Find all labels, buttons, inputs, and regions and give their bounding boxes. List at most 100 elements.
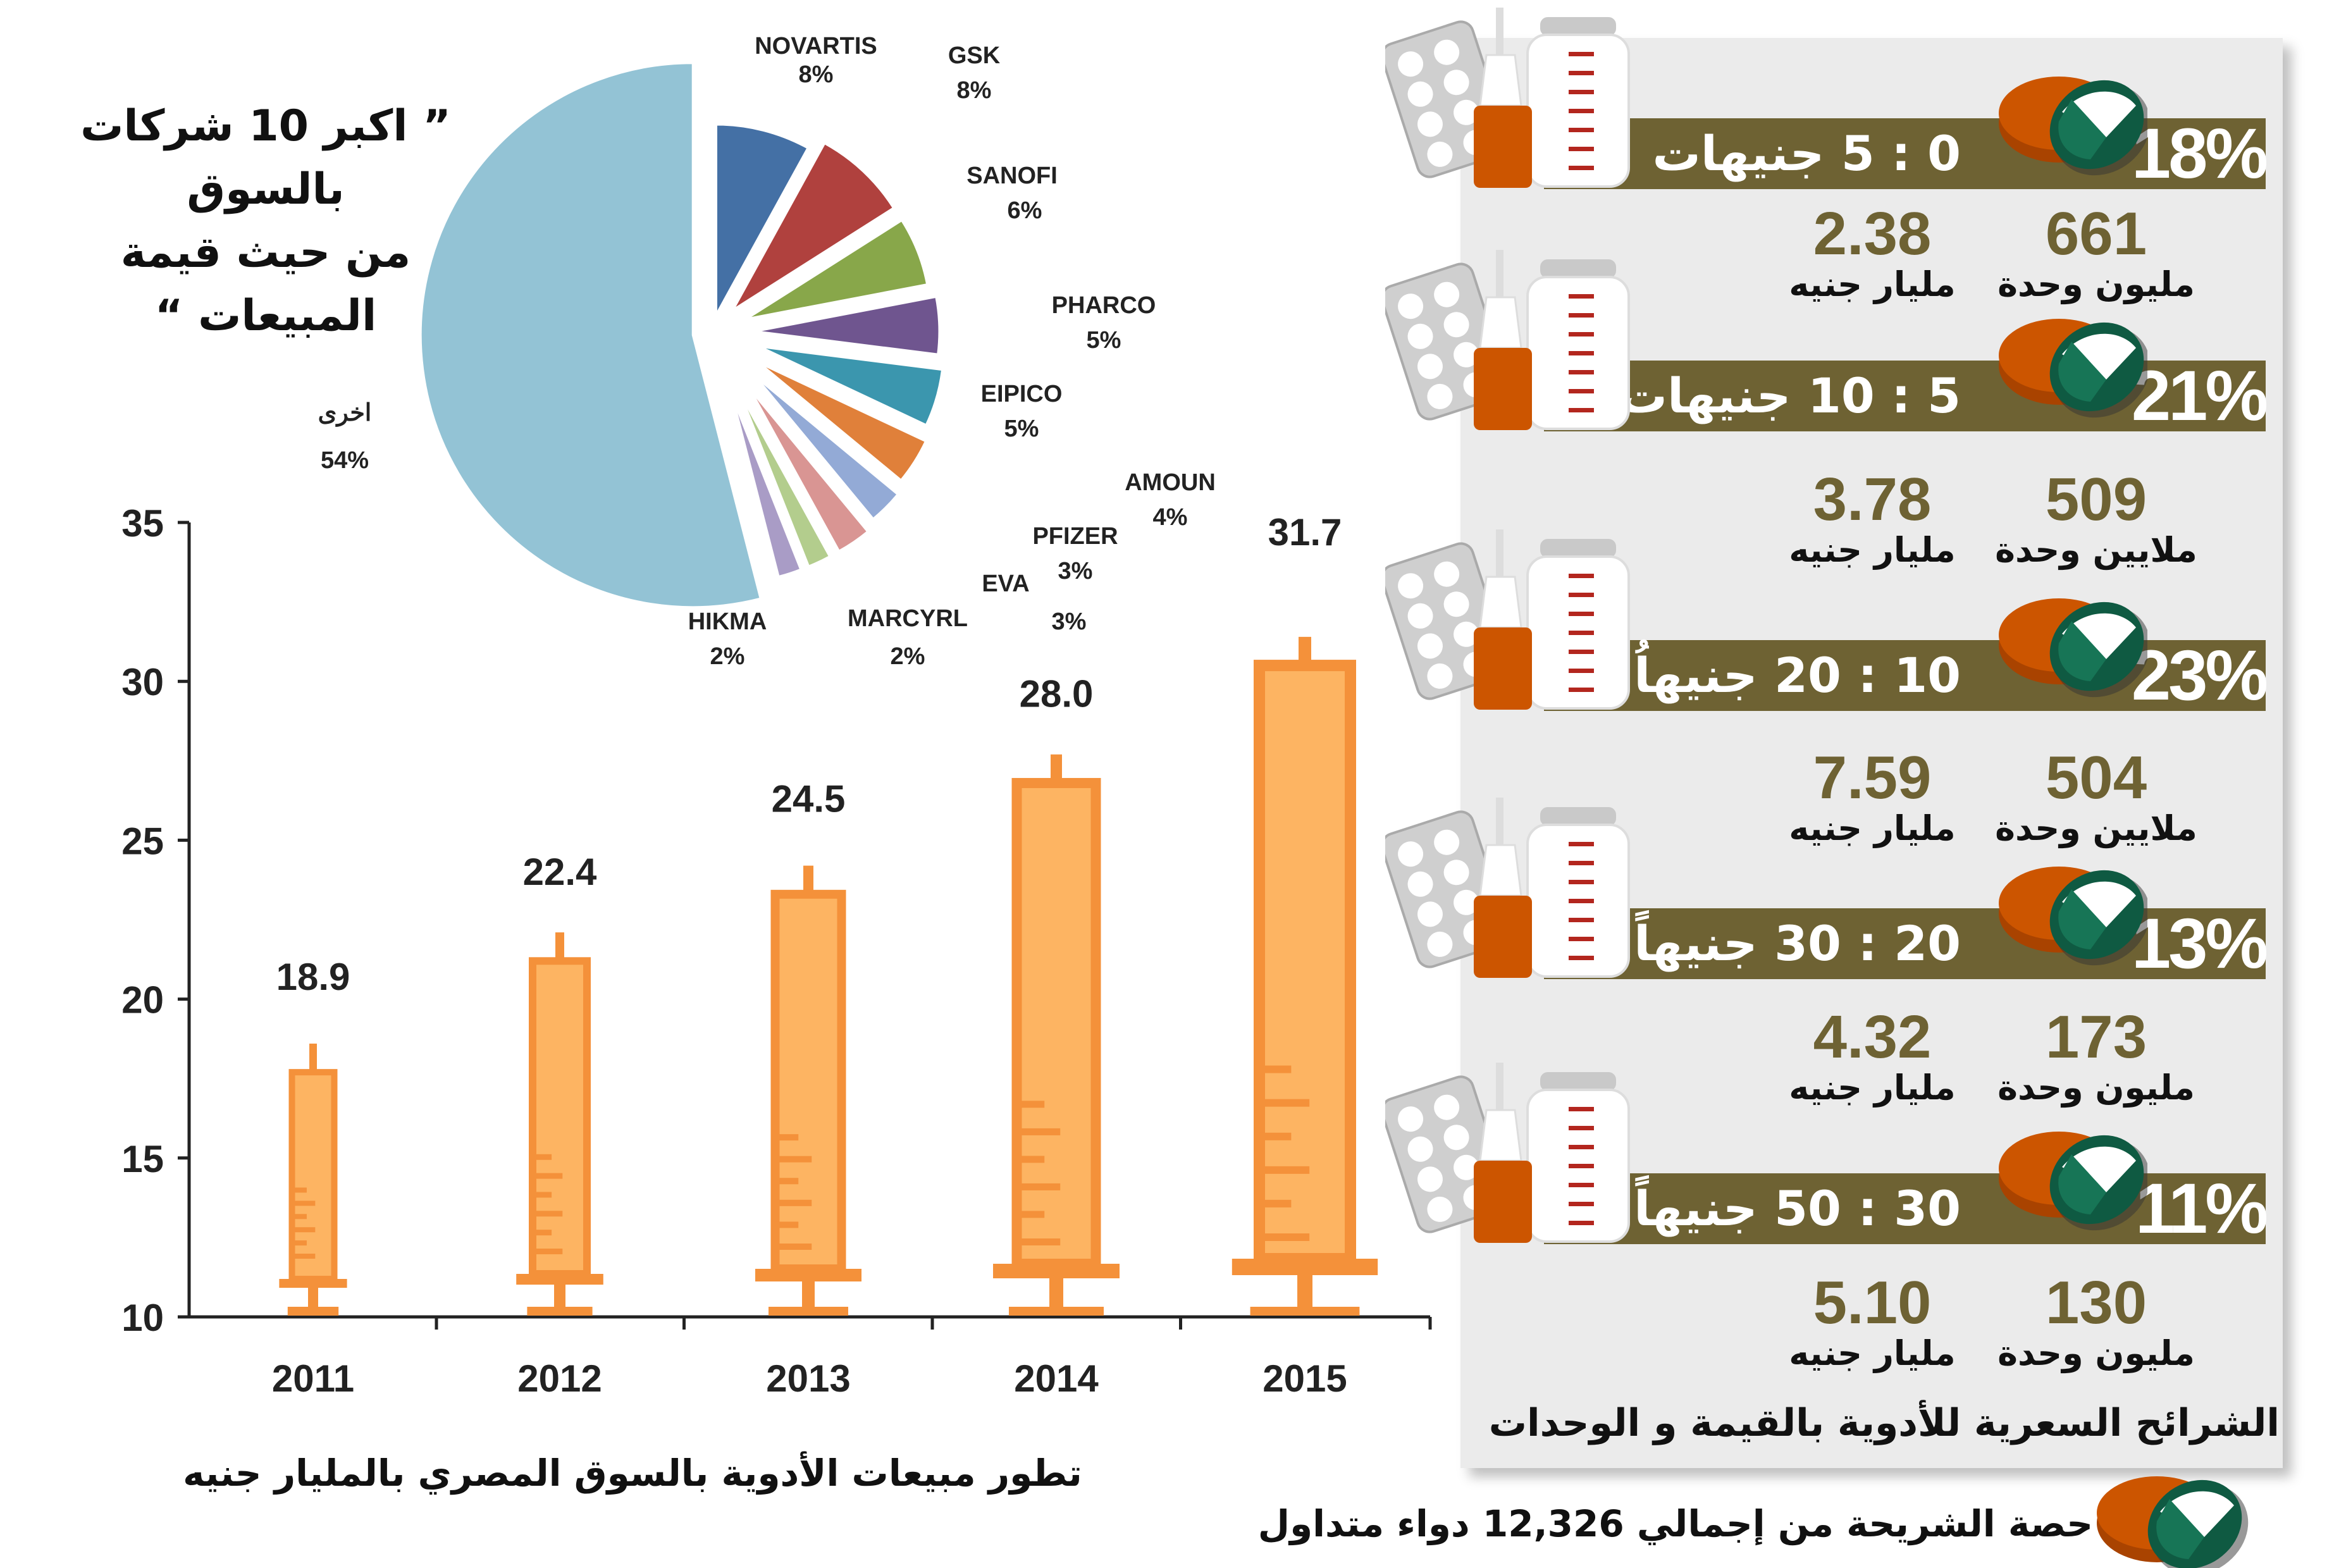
syringe-gradation [1016,1211,1045,1218]
bar-value-label: 18.9 [276,956,350,998]
segment-price-range: 0 : 5 جنيهات [1652,125,1961,182]
pill-legend-icon [2097,1476,2249,1568]
syringe-needle [1299,636,1311,666]
syringe-needle [803,865,813,894]
bar-value-label: 28.0 [1020,673,1094,715]
syringe-gradation [292,1214,307,1219]
syringe-base [287,1307,339,1316]
syringe-plunger [554,1285,565,1309]
segment-units: 661 [2045,200,2147,268]
segment-value: 5.10 [1813,1269,1932,1337]
syringe-gradation [775,1244,812,1250]
pie-pct-label: 54% [321,447,369,474]
syringe-gradation [1259,1065,1292,1073]
syringe-barrel [770,889,846,1273]
x-tick-label: 2013 [766,1357,850,1400]
x-tick-label: 2015 [1263,1357,1347,1400]
syringe-gradation [1016,1128,1061,1135]
spray-nozzle [1479,54,1522,107]
pie-slice-اخرى [419,62,762,608]
bar-value-label: 22.4 [523,851,597,893]
syringe-flange [516,1274,603,1285]
syringe-plunger [1297,1275,1312,1309]
pie-slice-HIKMA [732,398,802,578]
segment-value: 2.38 [1813,200,1932,268]
segments-caption: الشرائح السعرية للأدوية بالقيمة و الوحدا… [1488,1401,2280,1445]
syringe-needle [309,1043,317,1073]
syringe-gradation [775,1134,799,1141]
segment-units-unit: ملايين وحدة [1995,808,2197,848]
segment-value-unit: مليار جنيه [1789,530,1956,570]
segment-share: 21% [2131,356,2268,435]
segment-value: 4.32 [1813,1003,1932,1071]
y-tick-label: 20 [121,979,164,1022]
bar-syringe-2015: 31.7 2015 [1232,511,1378,1400]
pie-pct-label: 8% [799,61,834,88]
syringe-gradation [292,1254,316,1259]
segment-band: 11% 30 : 50 جنيهاً [1544,1173,2268,1244]
spray-nozzle [1479,576,1522,629]
pie-pct-label: 3% [1058,558,1093,584]
pie-slice-EVA [750,390,869,553]
segment-share: 18% [2131,114,2268,193]
syringe-gradation [1259,1099,1310,1107]
syringe-flange [1232,1259,1378,1275]
pie-title-line: ” اكبر 10 شركات [80,101,451,151]
syringe-base [1250,1307,1360,1316]
pie-title: ” اكبر 10 شركات بالسوق من حيث قيمة المبي… [76,95,455,348]
jar-lid [1540,539,1616,558]
bar-value-label: 31.7 [1268,511,1342,553]
pie-pct-label: 4% [1153,504,1188,531]
pie-label: EIPICO [981,381,1063,407]
bar-syringe-2012: 22.4 2012 [516,851,603,1400]
jar-lid [1540,259,1616,278]
syringe-gradation [1016,1101,1045,1108]
syringe-gradation [775,1221,799,1228]
segment-price-range: 30 : 50 جنيهاً [1634,1180,1961,1237]
pie-label: GSK [948,42,1001,69]
y-tick-label: 25 [121,820,164,862]
pill-icon [1999,867,2147,966]
syringe-gradation [1259,1233,1310,1241]
syringe-gradation [1016,1183,1061,1190]
segment-band: 18% 0 : 5 جنيهات [1544,114,2268,193]
syringe-gradation [292,1240,307,1246]
pie-title-line: المبيعات “ [154,291,377,341]
medicine-icon [1385,529,1630,710]
pie-slice-SANOFI [746,219,929,320]
pie-label: PHARCO [1052,292,1156,319]
bar-syringe-2014: 28.0 2014 [993,673,1120,1400]
spray-bottle [1474,348,1532,430]
spray-nozzle [1479,296,1522,349]
syringe-gradation [292,1227,316,1233]
syringe-gradation [292,1187,307,1193]
syringe-base [769,1307,848,1316]
pie-pct-label: 8% [957,77,992,104]
segment-units-unit: مليون وحدة [1997,264,2195,304]
pie-pct-label: 2% [891,643,925,670]
syringe-gradation [1259,1132,1292,1140]
syringe-base [1009,1307,1104,1316]
spray-bottle [1474,106,1532,188]
pie-label: NOVARTIS [755,33,877,59]
jar-lid [1540,17,1616,36]
syringe-plunger [802,1281,815,1309]
bar-chart-caption: تطور مبيعات الأدوية بالسوق المصري بالملي… [183,1452,1082,1495]
segment-units: 173 [2045,1003,2147,1071]
bar-syringe-2013: 24.5 2013 [755,778,861,1400]
pie-label: PFIZER [1032,523,1118,550]
syringe-needle [1051,754,1062,783]
legend-text: حصة الشريحة من إجمالي 12,326 دواء متداول [1257,1502,2093,1545]
segment-units: 504 [2045,744,2147,812]
y-tick-label: 30 [121,661,164,703]
pill-icon [1999,77,2147,176]
syringe-needle [555,932,564,961]
jar-lid [1540,1072,1616,1091]
segment-price-range: 5 : 10 جنيهات [1619,367,1961,424]
pie-title-line: بالسوق [187,164,345,214]
syringe-flange [993,1264,1120,1278]
syringe-gradation [1016,1156,1045,1163]
pie-pct-label: 3% [1052,608,1087,635]
